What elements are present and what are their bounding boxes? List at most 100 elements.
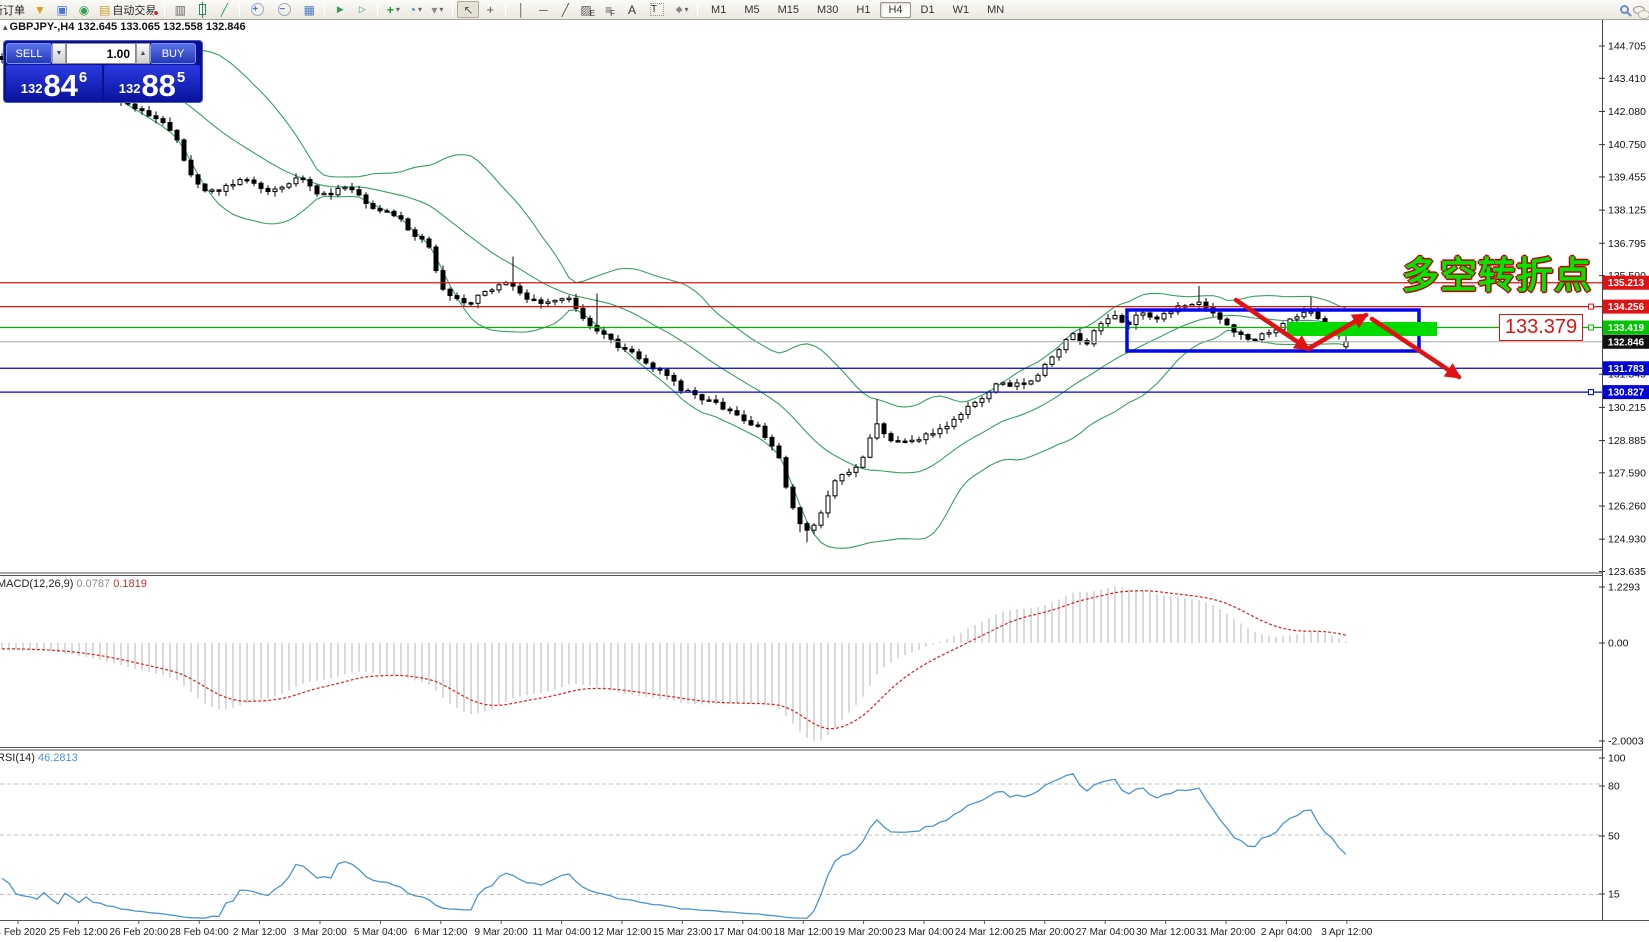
arrows-tool[interactable]: ◆ ▾ bbox=[675, 4, 689, 14]
auto-scroll-icon[interactable]: ▶ bbox=[329, 1, 351, 18]
zoom-in-icon[interactable]: + bbox=[244, 1, 271, 18]
sell-button[interactable]: SELL bbox=[6, 43, 52, 64]
timeframe-button-m15[interactable]: M15 bbox=[777, 3, 799, 16]
svg-text:131.783: 131.783 bbox=[1608, 364, 1645, 375]
buy-price-main: 88 bbox=[141, 68, 176, 103]
line-chart-icon[interactable]: ╱ bbox=[213, 1, 235, 18]
indicators-button[interactable]: + ▾ bbox=[386, 2, 400, 17]
equidistant-channel-tool[interactable]: ▨ E bbox=[580, 2, 596, 19]
cursor-tool[interactable]: ↖ bbox=[457, 1, 480, 18]
tile-windows-icon[interactable]: ▦ bbox=[298, 1, 320, 18]
funnel-icon-glyph: ▼ bbox=[34, 2, 46, 17]
svg-text:138.125: 138.125 bbox=[1608, 205, 1646, 217]
funnel-icon[interactable]: ▼ bbox=[29, 1, 51, 18]
text-tool[interactable]: A bbox=[621, 1, 643, 18]
svg-text:25 Feb 12:00: 25 Feb 12:00 bbox=[49, 927, 108, 938]
mailbox-icon-glyph: ▣ bbox=[56, 2, 68, 17]
timeframe-button-mn[interactable]: MN bbox=[987, 3, 1005, 16]
crosshair-tool-glyph: + bbox=[486, 2, 495, 17]
svg-text:25 Mar 20:00: 25 Mar 20:00 bbox=[1015, 927, 1074, 938]
arrows-tool-glyph: ◆ bbox=[675, 4, 683, 14]
crosshair-tool[interactable]: + bbox=[479, 1, 501, 18]
horizontal-line-tool[interactable]: ─ bbox=[532, 1, 554, 18]
templates-button[interactable]: ▾ ▾ bbox=[431, 2, 444, 17]
timeframe-button-h4[interactable]: H4 bbox=[880, 1, 911, 18]
sell-price-main: 84 bbox=[43, 68, 78, 103]
equidistant-channel-tool-glyph: ▨ bbox=[580, 2, 592, 17]
horizontal-line-tool-glyph: ─ bbox=[539, 2, 548, 17]
symbol-ohlc-text: GBPJPY-,H4 132.645 133.065 132.558 132.8… bbox=[9, 21, 246, 33]
svg-text:30 Mar 12:00: 30 Mar 12:00 bbox=[1136, 927, 1195, 938]
rsi-value: 46.2813 bbox=[37, 752, 78, 764]
timeframe-button-d1[interactable]: D1 bbox=[920, 3, 935, 16]
svg-text:142.080: 142.080 bbox=[1608, 106, 1646, 118]
candlestick-chart-icon[interactable] bbox=[191, 1, 213, 18]
sell-price-base: 132 bbox=[20, 81, 43, 96]
collapse-panel-icon[interactable]: ▴ bbox=[3, 22, 8, 32]
svg-text:2 Apr 04:00: 2 Apr 04:00 bbox=[1261, 927, 1313, 938]
chart-objects-layer[interactable] bbox=[1125, 297, 1462, 380]
text-label-tool[interactable]: T bbox=[643, 1, 671, 18]
buy-button[interactable]: BUY bbox=[150, 43, 196, 64]
svg-text:28 Feb 04:00: 28 Feb 04:00 bbox=[170, 927, 229, 938]
svg-text:140.750: 140.750 bbox=[1608, 139, 1646, 151]
bar-chart-icon-glyph: ▥ bbox=[174, 2, 187, 17]
price-tag bbox=[1603, 361, 1649, 376]
chart-shift-icon[interactable]: ▷ bbox=[351, 1, 373, 18]
bollinger-bands bbox=[1, 48, 1347, 549]
svg-text:18 Mar 12:00: 18 Mar 12:00 bbox=[774, 927, 833, 938]
svg-text:130.827: 130.827 bbox=[1608, 388, 1645, 399]
price-tag-layer: 135.213 134.256 133.419 132.846 131.783 130.8… bbox=[1588, 275, 1649, 400]
price-axis: 144.705 143.410 142.080 140.750 139.455 138.1… bbox=[1599, 41, 1646, 901]
support-band bbox=[1287, 322, 1437, 336]
line-chart-icon-glyph: ╱ bbox=[220, 2, 228, 17]
timeframe-button-m30[interactable]: M30 bbox=[817, 3, 839, 16]
svg-text:15 Mar 23:00: 15 Mar 23:00 bbox=[653, 927, 712, 938]
candles-layer bbox=[0, 52, 1349, 543]
price-tag bbox=[1603, 334, 1649, 349]
buy-price-pip: 5 bbox=[176, 69, 186, 86]
svg-text:144.705: 144.705 bbox=[1608, 41, 1646, 53]
price-tag bbox=[1603, 275, 1649, 290]
svg-text:-2.0003: -2.0003 bbox=[1608, 736, 1644, 748]
svg-text:80: 80 bbox=[1608, 781, 1620, 793]
new-order-button[interactable]: 新订单 bbox=[0, 4, 25, 17]
svg-text:24 Feb 2020: 24 Feb 2020 bbox=[0, 927, 47, 938]
svg-text:100: 100 bbox=[1608, 753, 1626, 765]
sell-price-display[interactable]: 132 84 6 bbox=[6, 65, 102, 101]
periods-button[interactable]: ◔ ▾ bbox=[408, 2, 422, 17]
fibonacci-tool-glyph: ≡ bbox=[605, 2, 613, 17]
rsi-name: RSI(14) bbox=[0, 752, 35, 764]
signal-icon[interactable]: ◉ bbox=[73, 1, 95, 18]
search-icon[interactable] bbox=[1620, 5, 1629, 14]
timeframe-button-w1[interactable]: W1 bbox=[952, 3, 970, 16]
svg-text:17 Mar 04:00: 17 Mar 04:00 bbox=[713, 927, 772, 938]
bar-chart-icon[interactable]: ▥ bbox=[169, 1, 191, 18]
svg-text:143.410: 143.410 bbox=[1608, 73, 1646, 85]
svg-text:26 Feb 20:00: 26 Feb 20:00 bbox=[109, 927, 168, 938]
fibonacci-tool[interactable]: ≡ F bbox=[605, 2, 615, 19]
bull-bear-turning-point-note[interactable]: 多空转折点 bbox=[1402, 255, 1592, 296]
zoom-out-icon[interactable]: − bbox=[271, 1, 298, 18]
volume-decrease-button[interactable]: ▼ bbox=[52, 43, 66, 64]
trendline-tool[interactable]: ╱ bbox=[554, 1, 576, 18]
trend-arrow bbox=[1369, 316, 1462, 380]
auto-trading-button[interactable]: ▤ 自动交易 bbox=[95, 1, 160, 18]
timeframe-button-m5[interactable]: M5 bbox=[744, 3, 760, 16]
main-toolbar: 新订单▼▣◉▤自动交易▥╱+−▦▶▷+▾◔▾▾▾↖+│─╱▨E≡FAT◆▾M1M… bbox=[0, 0, 1649, 20]
volume-input[interactable] bbox=[66, 43, 136, 64]
vertical-line-tool[interactable]: │ bbox=[510, 1, 532, 18]
horizontal-lines-layer[interactable] bbox=[0, 282, 1602, 393]
timeframe-button-m1[interactable]: M1 bbox=[711, 3, 727, 16]
chat-icon[interactable] bbox=[1633, 5, 1649, 19]
svg-text:3 Mar 20:00: 3 Mar 20:00 bbox=[293, 927, 347, 938]
svg-text:50: 50 bbox=[1608, 831, 1620, 843]
mailbox-icon[interactable]: ▣ bbox=[51, 1, 73, 18]
vertical-line-tool-glyph: │ bbox=[517, 2, 526, 17]
volume-increase-button[interactable]: ▲ bbox=[136, 43, 150, 64]
macd-main-value: 0.0787 bbox=[76, 578, 111, 590]
timeframe-button-h1[interactable]: H1 bbox=[856, 3, 871, 16]
buy-price-display[interactable]: 132 88 5 bbox=[104, 65, 200, 101]
price-callout-label[interactable]: 133.379 bbox=[1499, 314, 1583, 341]
